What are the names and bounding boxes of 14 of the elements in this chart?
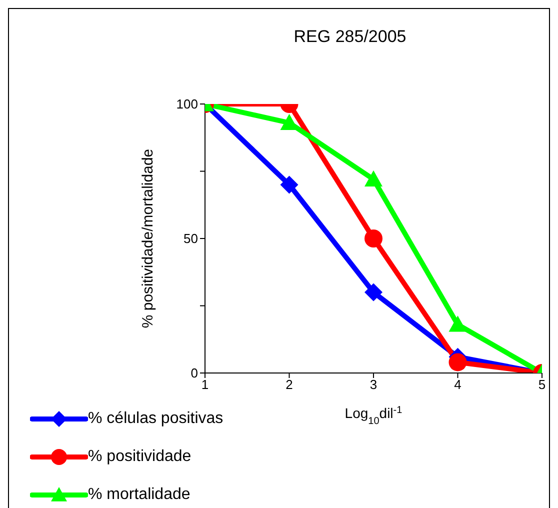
x-axis-title: Log$_{10}$dil$^{-1}$ <box>344 404 403 426</box>
x-tick-label: 4 <box>454 377 462 392</box>
x-tick-label: 5 <box>538 377 546 392</box>
y-tick-label: 50 <box>184 231 198 246</box>
y-axis-title: % positividade/mortalidade <box>139 148 156 328</box>
chart-title: REG 285/2005 <box>292 27 408 47</box>
x-tick-label: 2 <box>286 377 293 392</box>
x-tick-label: 1 <box>201 377 209 392</box>
legend-label: % positividade <box>88 448 192 466</box>
y-tick-label: 100 <box>176 96 198 112</box>
x-tick-label: 3 <box>370 377 378 392</box>
legend-label: % células positivas <box>88 410 224 428</box>
legend-label: % mortalidade <box>88 486 190 504</box>
y-tick-label: 0 <box>190 366 198 381</box>
